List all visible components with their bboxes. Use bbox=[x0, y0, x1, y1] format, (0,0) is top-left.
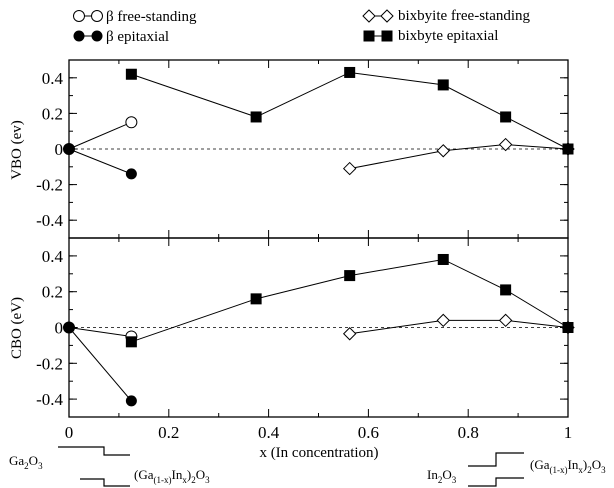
legend-label: bixbyite free-standing bbox=[398, 8, 531, 24]
legend-item-beta-free-standing: β free-standing bbox=[73, 9, 197, 25]
cbo-y-tick-label: 0 bbox=[55, 319, 64, 338]
cbo-panel: -0.4 -0.2 0 0.2 0.4 0 0.2 0.4 0.6 0.8 1 bbox=[36, 237, 575, 442]
vbo-series-line bbox=[349, 144, 569, 170]
vbo-series-line bbox=[68, 121, 132, 150]
cbo-filled-circle-point bbox=[125, 395, 137, 407]
vbo-filled-square-point bbox=[125, 68, 137, 80]
cbo-filled-square-point bbox=[437, 253, 449, 265]
x-tick-label: 0.4 bbox=[258, 423, 280, 442]
band-right-top-label: (Ga(1-x)Inx)2O3 bbox=[530, 457, 606, 475]
cbo-filled-square-point bbox=[500, 284, 512, 296]
legend-label: bixbyte epitaxial bbox=[398, 28, 498, 44]
cbo-filled-square-point bbox=[344, 270, 356, 282]
band-left-top-label: Ga2O3 bbox=[9, 453, 43, 471]
cbo-filled-circle-point bbox=[63, 322, 75, 333]
x-tick-label: 0 bbox=[65, 423, 74, 442]
vbo-series-line bbox=[68, 148, 132, 175]
cbo-y-tick-label: 0.2 bbox=[42, 283, 63, 302]
vbo-y-tick-label: -0.2 bbox=[36, 176, 63, 195]
vbo-filled-square-point bbox=[344, 66, 356, 78]
cbo-open-diamond-point bbox=[436, 313, 450, 328]
cbo-series-line bbox=[349, 319, 569, 335]
x-tick-label: 0.2 bbox=[158, 423, 179, 442]
vbo-open-circle-point bbox=[125, 116, 138, 129]
legend-item-bixbyite-free-standing: bixbyite free-standing bbox=[362, 8, 531, 24]
vbo-y-tick-label: 0.4 bbox=[42, 69, 64, 88]
vbo-filled-square-point bbox=[562, 143, 574, 155]
band-right-bottom-label: In2O3 bbox=[427, 467, 457, 485]
vbo-filled-square-point bbox=[437, 79, 449, 91]
vbo-y-tick-label: 0 bbox=[55, 140, 64, 159]
legend-item-bixbyte-epitaxial: bixbyte epitaxial bbox=[363, 28, 498, 44]
legend: β free-standing β epitaxial bixbyite fre… bbox=[73, 8, 531, 45]
vbo-y-tick-label: 0.2 bbox=[42, 104, 63, 123]
cbo-filled-square-point bbox=[125, 336, 137, 348]
cbo-open-diamond-point bbox=[342, 327, 357, 341]
x-tick-label: 0.6 bbox=[358, 423, 379, 442]
x-tick-label: 0.8 bbox=[458, 423, 479, 442]
cbo-filled-square-point bbox=[250, 293, 262, 305]
cbo-series-line bbox=[68, 327, 132, 402]
cbo-series-line bbox=[68, 327, 132, 337]
vbo-axis-label: VBO (ev) bbox=[9, 120, 25, 180]
cbo-y-tick-label: 0.4 bbox=[42, 247, 64, 266]
vbo-filled-square-point bbox=[500, 111, 512, 123]
cbo-series-line bbox=[131, 258, 569, 343]
cbo-filled-square-point bbox=[562, 322, 574, 333]
vbo-filled-circle-point bbox=[125, 168, 137, 180]
legend-label: β free-standing bbox=[106, 9, 197, 25]
x-axis-label: x (In concentration) bbox=[259, 445, 378, 461]
vbo-open-diamond-point bbox=[498, 137, 513, 152]
cbo-axis-label: CBO (eV) bbox=[9, 297, 25, 359]
vbo-panel: -0.4 -0.2 0 0.2 0.4 bbox=[36, 59, 575, 239]
vbo-filled-circle-point bbox=[63, 143, 75, 155]
legend-item-beta-epitaxial: β epitaxial bbox=[73, 29, 169, 45]
band-left-bottom-label: (Ga(1-x)Inx)2O3 bbox=[134, 467, 210, 485]
vbo-y-tick-label: -0.4 bbox=[36, 211, 63, 230]
vbo-filled-square-point bbox=[250, 111, 262, 123]
cbo-open-diamond-point bbox=[498, 313, 513, 328]
cbo-y-tick-label: -0.4 bbox=[36, 390, 63, 409]
vbo-series-line bbox=[131, 71, 569, 150]
legend-label: β epitaxial bbox=[106, 29, 169, 45]
vbo-open-diamond-point bbox=[436, 144, 450, 158]
cbo-y-tick-label: -0.2 bbox=[36, 354, 63, 373]
band-diagram-right: (Ga(1-x)Inx)2O3 In2O3 bbox=[427, 452, 606, 487]
vbo-open-diamond-point bbox=[342, 161, 357, 176]
band-diagram-left: Ga2O3 (Ga(1-x)Inx)2O3 bbox=[9, 446, 210, 487]
x-tick-label: 1 bbox=[564, 423, 573, 442]
